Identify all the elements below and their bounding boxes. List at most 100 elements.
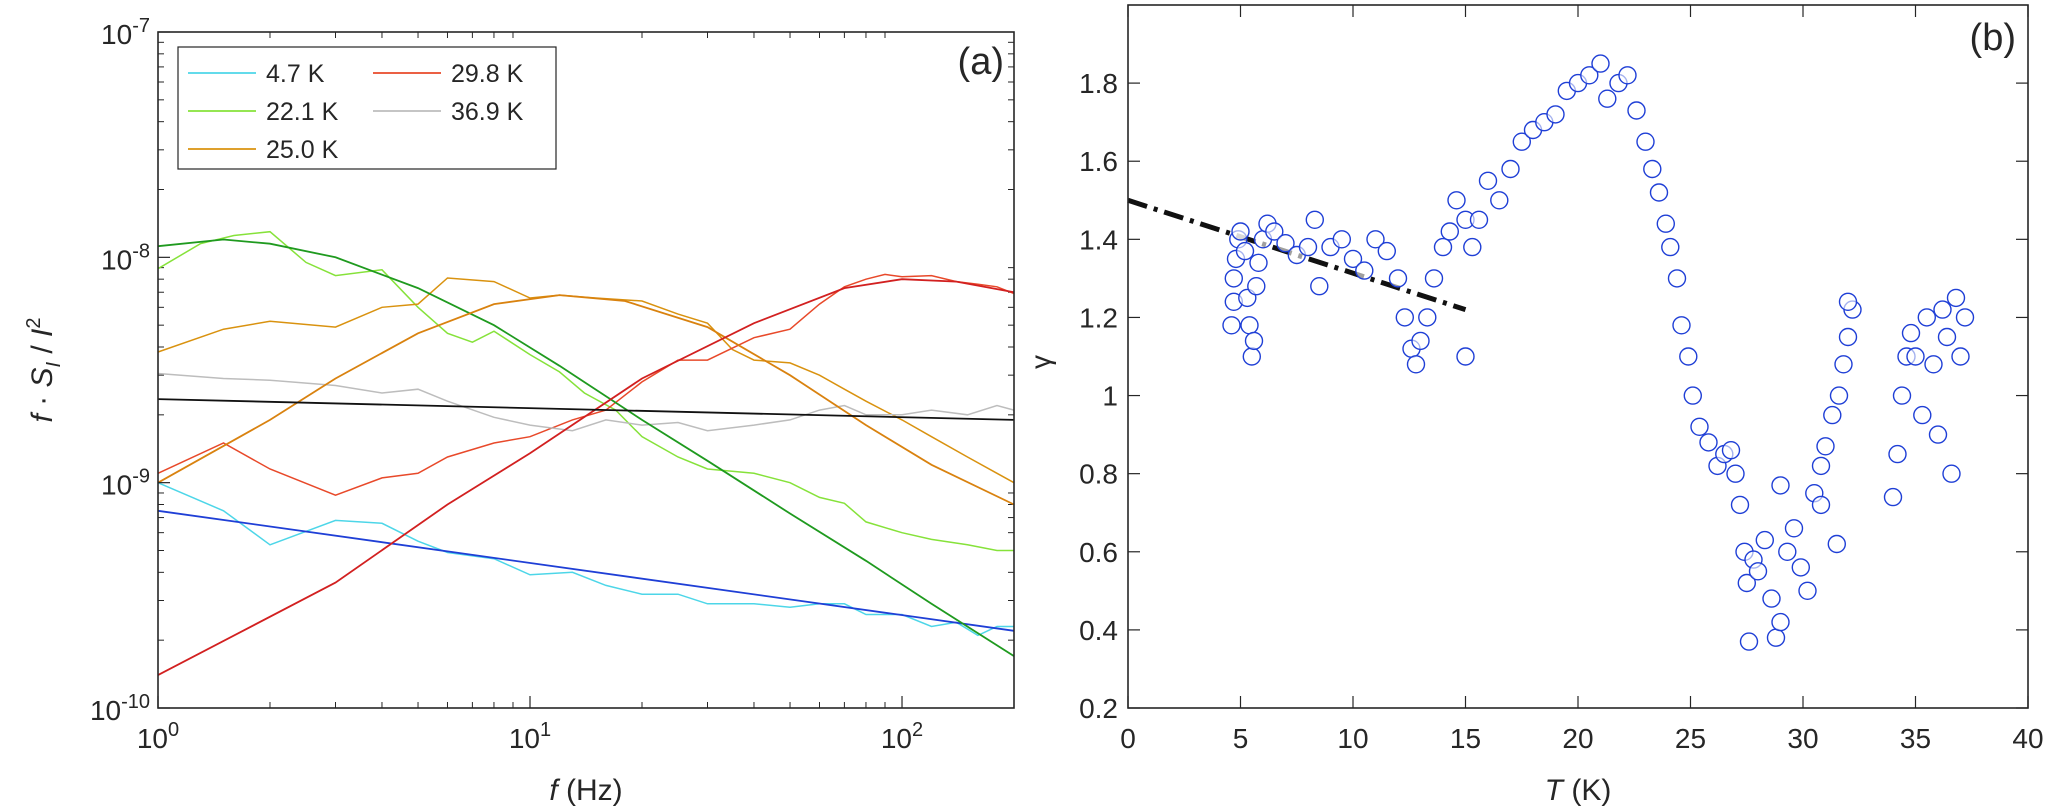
data-point: [1672, 316, 1691, 335]
panel-a-legend: 4.7 K 29.8 K 22.1 K 36.9 K 25.0 K: [177, 46, 557, 170]
legend-label: 4.7 K: [266, 60, 325, 88]
data-point: [1816, 437, 1835, 456]
data-point: [1501, 159, 1520, 179]
panel-a-series: [157, 230, 1015, 676]
data-point: [1661, 237, 1680, 257]
panel-a: 100 101 102 10-10 10-9 10-8 10-7 4.7 K 29.8 K 22…: [23, 15, 1015, 807]
data-point: [1951, 347, 1970, 366]
data-point: [1667, 269, 1687, 288]
data-point: [1656, 214, 1676, 233]
y-tick-label: 10-10: [90, 691, 150, 726]
data-point: [1771, 476, 1790, 495]
y-tick-label: 10-9: [101, 466, 150, 501]
data-point: [1892, 386, 1912, 405]
data-point: [1791, 558, 1811, 577]
data-point: [1247, 277, 1266, 296]
data-point: [1418, 308, 1437, 327]
data-point: [1643, 159, 1662, 179]
data-point: [1388, 269, 1408, 288]
x-tick-label: 30: [1787, 723, 1818, 754]
legend-label: 29.8 K: [451, 60, 524, 88]
data-point: [1649, 183, 1669, 202]
x-tick-label: 35: [1900, 723, 1931, 754]
series-line-36-9-k: [157, 372, 1015, 432]
data-point: [1834, 355, 1853, 374]
y-tick-label: 0.8: [1079, 459, 1118, 490]
data-point: [1276, 233, 1295, 253]
panel-b-xlabel-symbol: T: [1545, 774, 1566, 807]
panel-b-ylabel: γ: [1025, 355, 1056, 369]
panel-b-xlabel-unit: (K): [1563, 774, 1611, 807]
panel-a-minor-ticks: [158, 32, 1015, 708]
y-tick-label: 10-8: [101, 240, 150, 275]
panel-b-points: [1222, 54, 1975, 651]
series-line-4-7-k: [157, 482, 1014, 637]
data-point: [1827, 534, 1847, 554]
panel-a-ylabel: f · SI / I2: [23, 317, 65, 422]
y-tick-label: 0.4: [1079, 615, 1118, 646]
data-point: [1838, 327, 1858, 347]
data-point: [1679, 347, 1698, 366]
y-tick-label: 1.6: [1079, 146, 1118, 177]
data-point: [1913, 405, 1932, 425]
data-point: [1598, 89, 1617, 108]
data-point: [1636, 132, 1655, 151]
panel-a-xlabel: f (Hz): [549, 774, 622, 807]
x-tick-label: 20: [1562, 723, 1593, 754]
data-point: [1937, 327, 1957, 347]
data-point: [1798, 581, 1817, 600]
x-tick-label: 100: [137, 719, 179, 754]
series-line-29-8-k: [157, 273, 1015, 497]
panel-a-frame: [157, 31, 1015, 709]
guide-line: [1127, 197, 1467, 313]
x-tick-label: 101: [509, 719, 551, 754]
data-point: [1242, 347, 1262, 366]
series-line-fit-36-9-k: [157, 398, 1015, 421]
data-point: [1310, 277, 1329, 296]
panel-a-xlabel-unit: (Hz): [558, 774, 623, 807]
data-point: [1829, 386, 1849, 405]
data-point: [1924, 355, 1943, 374]
data-point: [1838, 292, 1858, 311]
legend-label: 22.1 K: [266, 98, 339, 126]
y-tick-label: 1: [1102, 381, 1118, 412]
data-point: [1424, 269, 1444, 288]
panel-a-tick-labels: 100 101 102 10-10 10-9 10-8 10-7: [90, 15, 923, 754]
data-point: [1235, 241, 1255, 261]
data-point: [1690, 417, 1709, 436]
data-point: [1755, 530, 1775, 550]
data-point: [1748, 562, 1768, 581]
data-point: [1784, 519, 1804, 538]
panel-b-guide: [1127, 197, 1467, 313]
data-point: [1766, 628, 1786, 647]
data-point: [1811, 456, 1831, 476]
data-point: [1546, 105, 1565, 124]
panel-b-background: [1128, 5, 2028, 708]
data-point: [1249, 253, 1268, 272]
data-point: [1240, 316, 1259, 335]
panel-b-label: (b): [1970, 17, 2016, 59]
data-point: [1888, 444, 1907, 464]
data-point: [1395, 308, 1415, 327]
panel-a-xlabel-symbol: f: [549, 774, 560, 807]
data-point: [1737, 573, 1757, 593]
series-line-fit-22-1-k: [157, 238, 1015, 657]
panel-a-ylabel-text: f · SI / I2: [23, 317, 65, 422]
legend-label: 36.9 K: [451, 98, 524, 126]
data-point: [1906, 347, 1925, 366]
x-tick-label: 25: [1675, 723, 1706, 754]
data-point: [1469, 210, 1489, 230]
data-point: [1231, 222, 1250, 241]
panel-b-tick-labels: 0 5 10 15 20 25 30 35 40 0.2 0.4 0.6 0.8 1 1.2 1.4 1.6 1.…: [1079, 5, 2044, 754]
data-point: [1265, 222, 1284, 241]
data-point: [1224, 269, 1244, 288]
data-point: [1222, 316, 1241, 335]
panel-b-xlabel: T (K): [1545, 774, 1612, 807]
series-line-fit-25-0-k: [157, 294, 1015, 506]
x-tick-label: 102: [881, 719, 923, 754]
data-point: [1928, 425, 1948, 444]
y-tick-label: 1.8: [1079, 68, 1118, 99]
data-point: [1721, 441, 1741, 460]
panel-b: 0 5 10 15 20 25 30 35 40 0.2 0.4 0.6 0.8 1 1.2 1.4 1.6 1.…: [1025, 4, 2044, 807]
data-point: [1730, 495, 1750, 515]
